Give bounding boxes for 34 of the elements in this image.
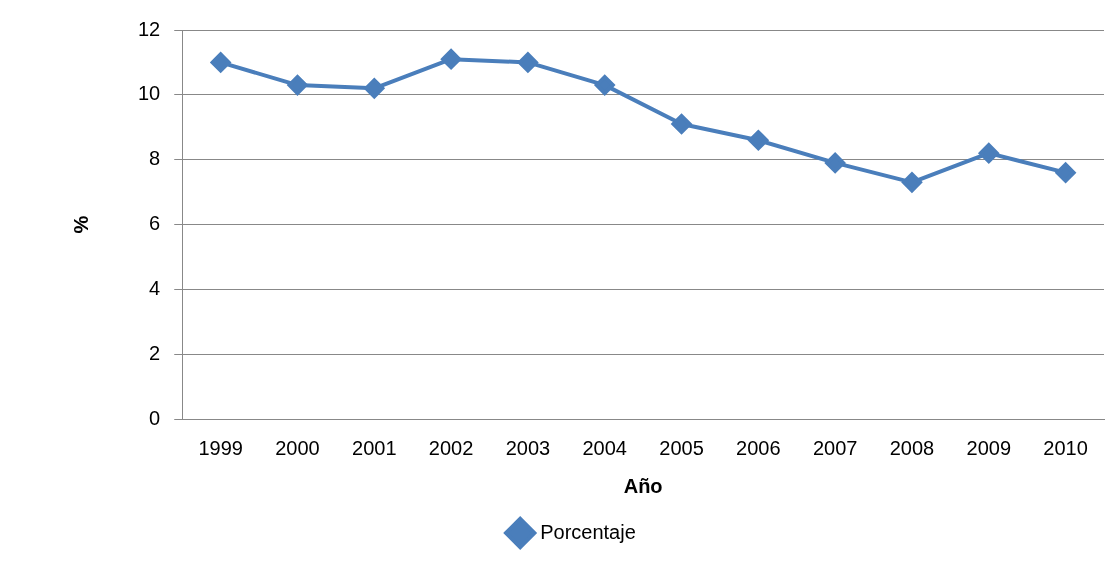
x-tick-label: 2008: [889, 436, 935, 459]
x-tick-label: 2001: [352, 436, 397, 459]
x-axis-title: Año: [623, 474, 663, 497]
x-tick-label: 2006: [736, 436, 781, 459]
point: [978, 143, 999, 164]
x-tick-label: 2003: [505, 436, 551, 459]
y-axis-title: %: [69, 215, 92, 234]
x-tick-label: 1999: [198, 436, 243, 459]
point: [1055, 162, 1076, 183]
x-tick-label: 2010: [1043, 436, 1088, 459]
y-tick-label: 12: [138, 17, 161, 40]
x-tick-label: 2009: [966, 436, 1012, 459]
y-tick-label: 4: [149, 276, 161, 299]
point: [748, 130, 769, 151]
y-tick-label: 10: [138, 82, 161, 105]
x-tick-label: 2000: [275, 436, 320, 459]
x-tick-label: 2004: [582, 436, 627, 459]
point: [364, 78, 385, 99]
y-tick-label: 0: [149, 406, 161, 429]
point: [441, 49, 462, 70]
point: [671, 114, 692, 135]
point: [901, 172, 922, 193]
point: [287, 75, 308, 96]
point: [594, 75, 615, 96]
point: [517, 52, 538, 73]
y-tick-label: 8: [149, 147, 161, 170]
x-tick-label: 2002: [428, 436, 474, 459]
point: [825, 152, 846, 173]
x-tick-label: 2005: [659, 436, 704, 459]
legend-label: Porcentaje: [540, 520, 636, 543]
y-tick-label: 2: [149, 341, 161, 364]
point: [210, 52, 231, 73]
y-tick-label: 6: [149, 212, 161, 235]
x-tick-label: 2007: [812, 436, 858, 459]
